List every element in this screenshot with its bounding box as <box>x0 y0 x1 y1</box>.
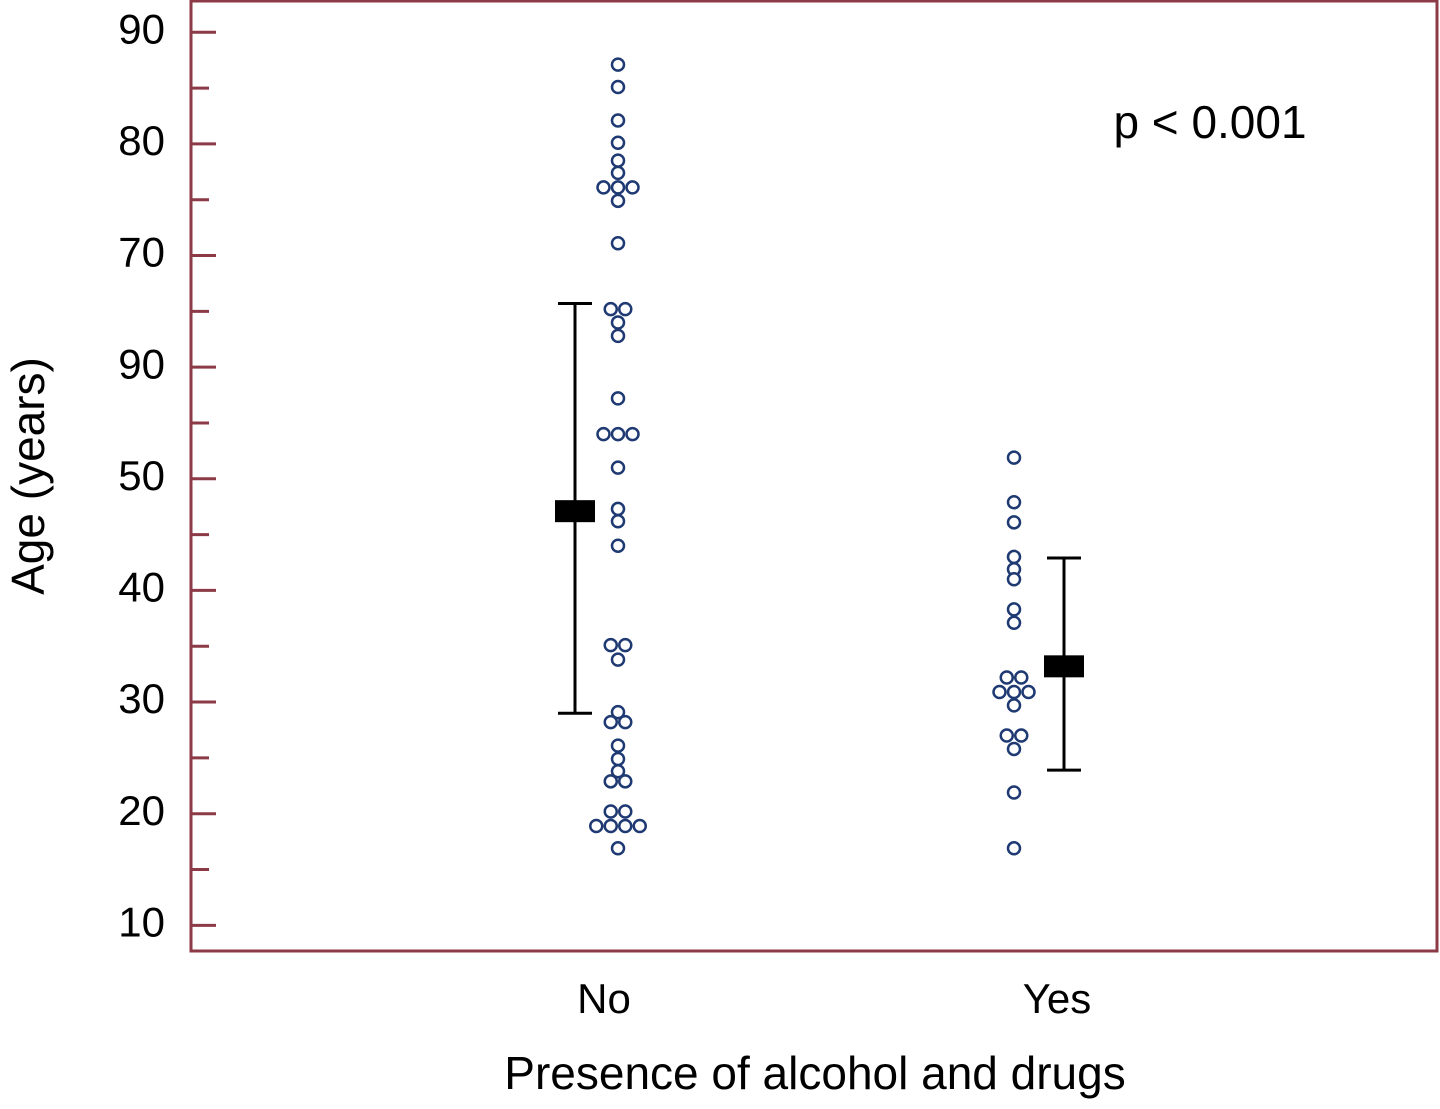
data-point <box>625 426 640 442</box>
data-point <box>603 301 618 317</box>
data-point <box>610 738 626 753</box>
data-point <box>610 328 626 344</box>
data-point <box>1006 494 1022 510</box>
data-point <box>610 751 626 767</box>
data-point <box>1006 698 1022 713</box>
data-point <box>1006 741 1022 757</box>
data-point <box>610 153 626 168</box>
data-point <box>1006 572 1022 587</box>
annotation: p < 0.001 <box>1113 96 1306 148</box>
data-point <box>610 513 626 529</box>
data-point <box>610 79 626 95</box>
mean-marker <box>1044 655 1084 678</box>
data-point <box>610 704 626 720</box>
data-point <box>596 180 611 195</box>
data-point <box>610 235 626 251</box>
data-point <box>610 501 626 517</box>
data-point <box>1006 684 1022 700</box>
data-point <box>603 804 618 819</box>
data-point <box>1006 549 1022 565</box>
data-point <box>589 818 604 834</box>
data-point <box>1021 684 1036 700</box>
data-point <box>610 57 626 72</box>
data-point <box>610 135 626 151</box>
y-tick-label: 80 <box>118 117 165 164</box>
x-tick-label: Yes <box>1023 975 1092 1022</box>
x-axis-label: Presence of alcohol and drugs <box>504 1047 1125 1099</box>
y-tick-label: 40 <box>118 564 165 611</box>
data-point <box>603 637 618 653</box>
data-point <box>1014 728 1029 743</box>
data-point <box>618 804 633 819</box>
data-point <box>610 193 626 209</box>
data-point <box>596 426 611 442</box>
data-point <box>618 818 633 834</box>
data-point <box>1006 615 1022 631</box>
mean-marker <box>555 500 595 523</box>
y-tick-label: 90 <box>118 340 165 387</box>
data-point <box>610 165 626 181</box>
data-point <box>610 538 626 554</box>
data-point <box>999 728 1014 743</box>
data-point <box>1006 841 1022 856</box>
data-point <box>603 818 618 834</box>
y-tick-label: 20 <box>118 787 165 834</box>
data-point <box>1006 515 1022 530</box>
y-tick-label: 30 <box>118 675 165 722</box>
data-point <box>618 637 633 653</box>
y-tick-label: 50 <box>118 452 165 499</box>
data-point <box>1006 450 1022 465</box>
y-axis-label: Age (years) <box>2 357 54 595</box>
y-tick-label: 10 <box>118 898 165 945</box>
data-point <box>610 460 626 475</box>
data-point <box>632 818 647 834</box>
data-point <box>603 774 618 789</box>
plot-frame <box>189 0 1439 953</box>
data-point <box>1006 602 1022 617</box>
data-point <box>1006 785 1022 800</box>
data-point <box>610 426 626 442</box>
data-point <box>610 180 626 195</box>
data-point <box>1014 670 1029 685</box>
x-tick-label: No <box>577 975 631 1022</box>
data-point <box>618 714 633 730</box>
data-point <box>992 684 1007 700</box>
data-point <box>999 670 1014 685</box>
data-point <box>610 315 626 330</box>
data-point <box>618 774 633 789</box>
data-point <box>603 714 618 730</box>
data-point <box>625 180 640 195</box>
data-point <box>610 391 626 406</box>
y-tick-label: 70 <box>118 229 165 276</box>
data-point <box>610 764 626 779</box>
y-tick-label: 90 <box>118 5 165 52</box>
data-point <box>610 652 626 667</box>
data-point <box>610 841 626 856</box>
data-point <box>618 301 633 317</box>
data-point <box>610 113 626 128</box>
